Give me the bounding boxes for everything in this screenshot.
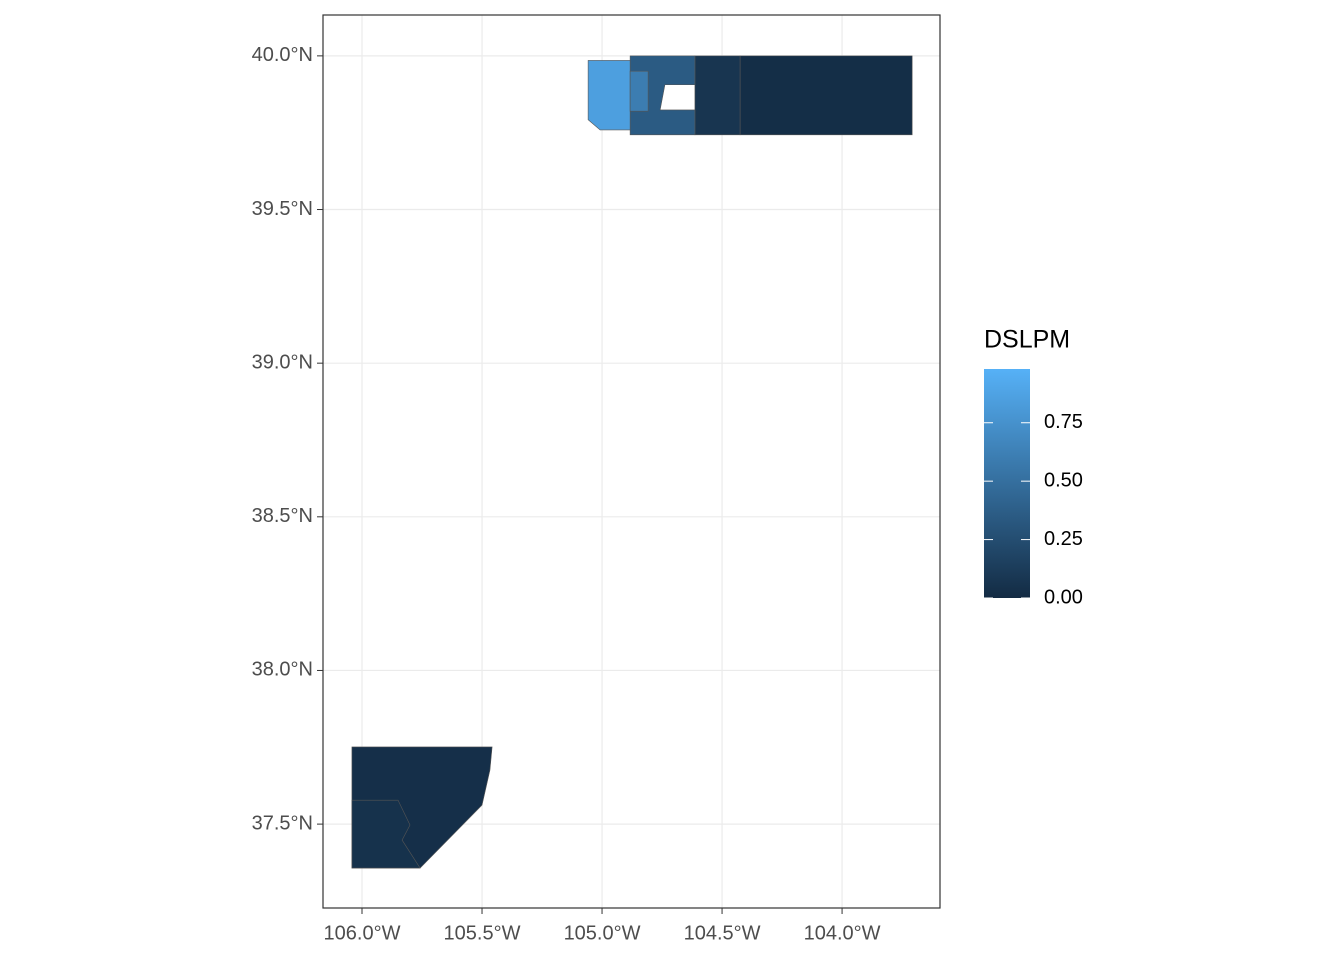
x-tick-label: 105.0°W: [564, 922, 641, 944]
region: [351, 799, 421, 869]
colorbar: [984, 369, 1030, 598]
panel-border: [322, 14, 941, 909]
y-tick-label: 38.5°N: [252, 505, 313, 527]
region: [739, 55, 913, 136]
region: [694, 55, 741, 136]
legend-label: 0.75: [1044, 411, 1083, 433]
legend-label: 0.25: [1044, 528, 1083, 550]
y-tick-label: 39.5°N: [252, 198, 313, 220]
legend-label: 0.50: [1044, 469, 1083, 491]
y-tick-label: 37.5°N: [252, 812, 313, 834]
y-tick-label: 39.0°N: [252, 351, 313, 373]
x-tick-label: 104.5°W: [684, 922, 761, 944]
x-tick-label: 106.0°W: [324, 922, 401, 944]
region: [629, 70, 649, 112]
legend-label: 0.00: [1044, 586, 1083, 608]
legend-title: DSLPM: [984, 326, 1070, 354]
x-tick-label: 105.5°W: [444, 922, 521, 944]
region: [587, 60, 631, 131]
x-tick-label: 104.0°W: [804, 922, 881, 944]
y-tick-label: 38.0°N: [252, 659, 313, 681]
y-tick-label: 40.0°N: [252, 44, 313, 66]
